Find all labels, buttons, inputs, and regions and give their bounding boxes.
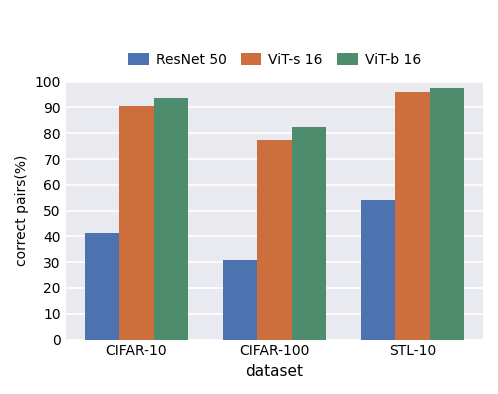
X-axis label: dataset: dataset xyxy=(246,364,303,379)
Bar xyxy=(257,139,292,340)
Legend: ResNet 50, ViT-s 16, ViT-b 16: ResNet 50, ViT-s 16, ViT-b 16 xyxy=(123,47,426,72)
Bar xyxy=(154,98,188,340)
Bar xyxy=(119,106,154,340)
Bar xyxy=(430,88,464,340)
Bar xyxy=(85,232,119,340)
Bar xyxy=(292,127,326,340)
Bar xyxy=(223,260,257,340)
Bar xyxy=(395,92,430,340)
Y-axis label: correct pairs(%): correct pairs(%) xyxy=(15,155,29,266)
Bar xyxy=(361,200,395,340)
